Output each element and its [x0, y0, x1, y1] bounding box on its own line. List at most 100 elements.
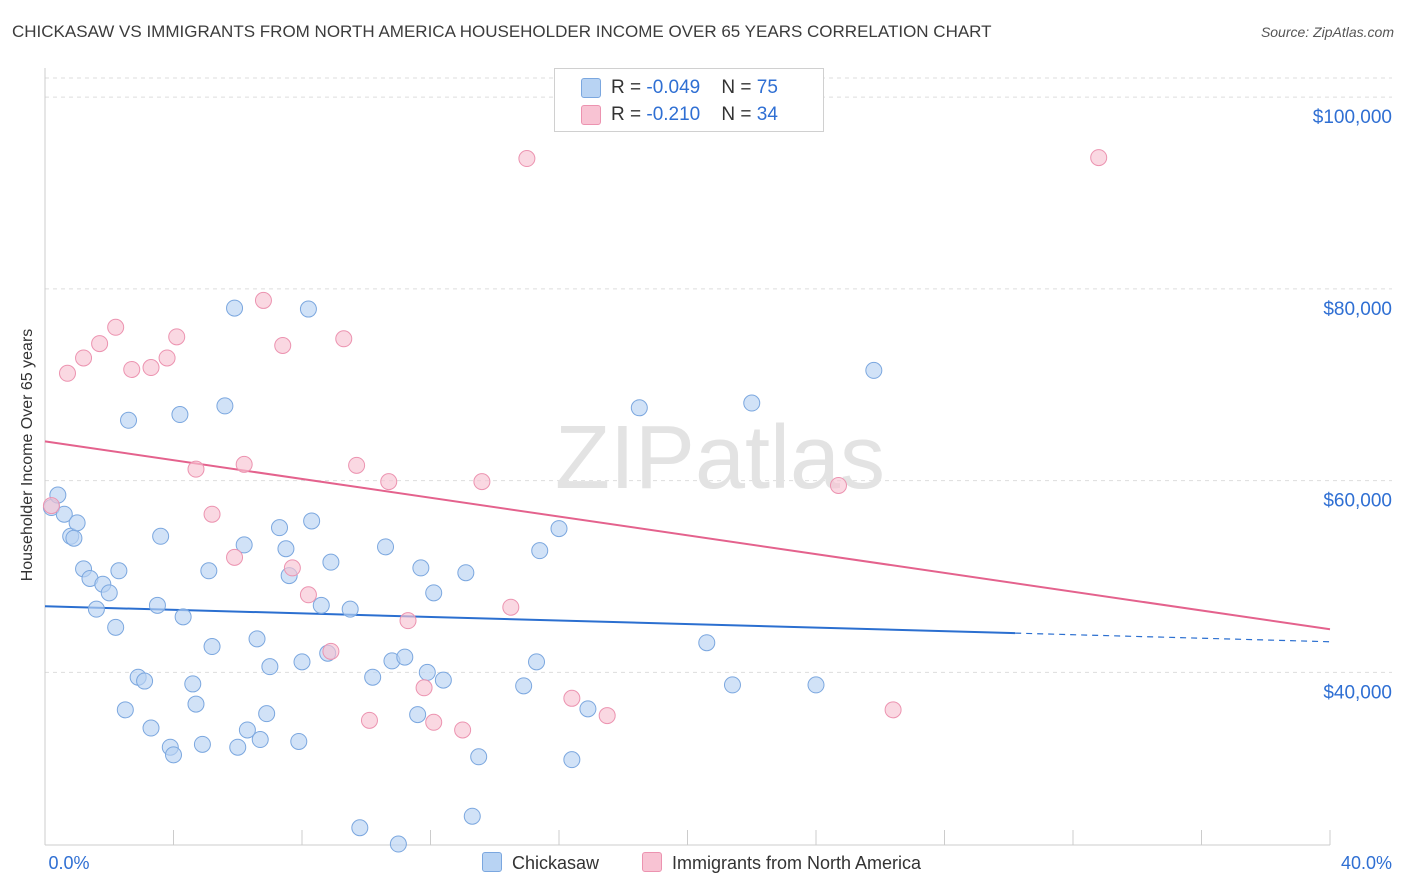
chickasaw-point	[312, 596, 330, 614]
immigrants-point	[454, 721, 472, 739]
chickasaw-point	[299, 300, 317, 318]
chickasaw-point	[341, 600, 359, 618]
immigrants-point	[415, 679, 433, 697]
chickasaw-point	[65, 529, 83, 547]
immigrants-point	[360, 711, 378, 729]
chickasaw-point	[412, 559, 430, 577]
chickasaw-point	[396, 648, 414, 666]
chickasaw-point	[238, 721, 256, 739]
chickasaw-point	[261, 658, 279, 676]
chickasaw-point	[100, 584, 118, 602]
watermark: ZIPatlas	[555, 408, 885, 508]
chickasaw-point	[457, 564, 475, 582]
x-tick-label: 40.0%	[1341, 853, 1392, 873]
legend-r-label: R =	[611, 77, 647, 98]
chart-title: CHICKASAW VS IMMIGRANTS FROM NORTH AMERI…	[12, 22, 992, 41]
chickasaw-point	[550, 520, 568, 538]
chickasaw-point	[290, 732, 308, 750]
immigrants-point	[254, 291, 272, 309]
chickasaw-point	[364, 668, 382, 686]
gridlines	[45, 77, 1392, 673]
chickasaw-point	[630, 399, 648, 417]
chickasaw-point	[531, 542, 549, 560]
chickasaw-point	[200, 562, 218, 580]
chickasaw-point	[193, 735, 211, 753]
bottom-legend-label: Immigrants from North America	[672, 853, 922, 873]
chickasaw-point	[579, 700, 597, 718]
immigrants-point	[380, 473, 398, 491]
chickasaw-point	[171, 406, 189, 424]
immigrants-point	[158, 349, 176, 367]
chickasaw-point	[148, 596, 166, 614]
data-points	[42, 149, 1108, 853]
chickasaw-point	[174, 608, 192, 626]
chickasaw-point	[152, 527, 170, 545]
chickasaw-point	[515, 677, 533, 695]
immigrants-point	[226, 548, 244, 566]
y-tick-label: $100,000	[1313, 107, 1392, 128]
chickasaw-point	[184, 675, 202, 693]
chickasaw-point	[203, 638, 221, 656]
immigrants-point	[168, 328, 186, 346]
chickasaw-point	[142, 719, 160, 737]
immigrants-point	[235, 455, 253, 473]
immigrants-point	[399, 612, 417, 630]
tick-labels: $40,000 $60,000 $80,000 $100,000 0.0% 40.0%	[48, 107, 1392, 873]
immigrants-point	[283, 559, 301, 577]
immigrants-point	[322, 642, 340, 660]
bottom-legend-chickasaw: Chickasaw	[482, 852, 599, 874]
immigrants-point	[123, 360, 141, 378]
chickasaw-point	[389, 835, 407, 853]
y-tick-label: $60,000	[1323, 491, 1392, 512]
immigrants-point	[75, 349, 93, 367]
legend-n-label: N =	[721, 104, 757, 125]
chickasaw-point	[277, 540, 295, 558]
chickasaw-point	[120, 411, 138, 429]
chickasaw-point	[807, 676, 825, 694]
chickasaw-point	[470, 748, 488, 766]
legend-n-value: 75	[756, 77, 778, 98]
correlation-legend: R = -0.049 N = 75 R = -0.210 N = 34	[554, 68, 824, 132]
chickasaw-point	[165, 746, 182, 764]
immigrants-point	[884, 701, 902, 719]
immigrants-point	[502, 598, 520, 616]
chickasaw-point	[216, 397, 234, 415]
chickasaw-point	[136, 672, 154, 690]
chickasaw-point	[563, 751, 581, 769]
immigrants-point	[107, 318, 125, 336]
legend-swatch-immigrants	[581, 105, 601, 125]
y-tick-label: $40,000	[1323, 682, 1392, 703]
chickasaw-point	[528, 653, 546, 671]
immigrants-point	[425, 713, 443, 731]
chickasaw-point	[743, 394, 761, 412]
immigrants-point	[348, 456, 366, 474]
chickasaw-point	[187, 695, 205, 713]
source-label: Source: ZipAtlas.com	[1260, 24, 1394, 40]
bottom-legend-swatch-immigrants	[642, 852, 662, 872]
chickasaw-point	[226, 299, 244, 317]
chickasaw-point	[425, 584, 443, 602]
trend-lines	[44, 440, 1331, 643]
chickasaw-point	[107, 618, 125, 636]
immigrants-trend-line	[44, 440, 1331, 631]
chickasaw-point	[251, 731, 269, 749]
chickasaw-point	[248, 630, 266, 648]
chickasaw-point	[258, 705, 276, 723]
chickasaw-point	[235, 536, 253, 554]
legend-n-label: N =	[721, 77, 757, 98]
chickasaw-point	[865, 361, 883, 379]
immigrants-point	[1090, 149, 1108, 167]
chickasaw-point	[55, 505, 73, 523]
immigrants-point	[58, 364, 76, 382]
chickasaw-trend-extension	[1015, 632, 1331, 643]
immigrants-point	[299, 586, 317, 604]
chickasaw-point	[303, 512, 321, 530]
immigrants-point	[187, 460, 205, 478]
legend-r-label: R =	[611, 104, 647, 125]
immigrants-point	[274, 336, 292, 354]
chickasaw-point	[723, 676, 741, 694]
chickasaw-point	[434, 671, 452, 689]
legend-r-value: -0.049	[646, 77, 701, 98]
chickasaw-point	[271, 519, 289, 537]
